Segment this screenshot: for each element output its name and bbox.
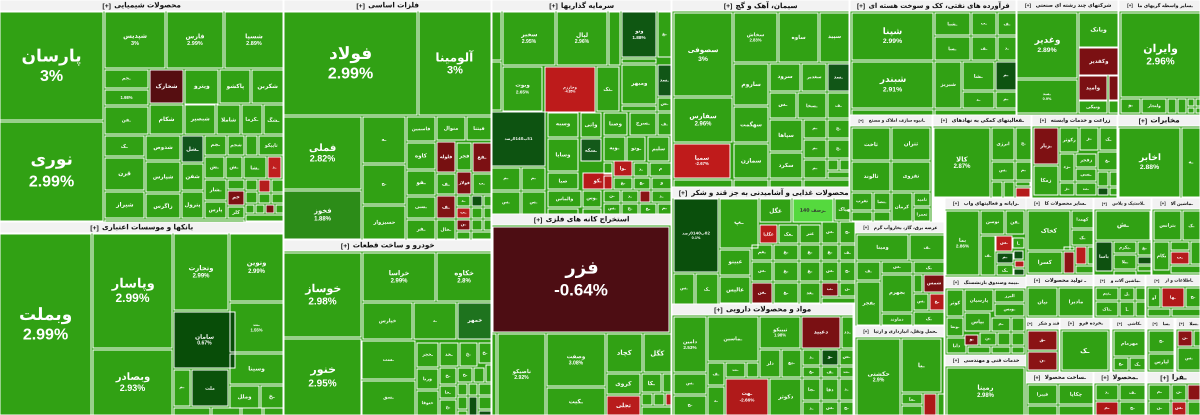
- svg-text:[+]: [+]: [90, 225, 99, 232]
- svg-text:[+]: [+]: [863, 329, 869, 334]
- svg-text:[+]: [+]: [1101, 376, 1108, 382]
- svg-text:[+]: [+]: [1154, 278, 1160, 283]
- svg-text:2.96%: 2.96%: [575, 39, 590, 45]
- svg-text:2.91%: 2.91%: [883, 86, 902, 93]
- svg-text:2.95%: 2.95%: [522, 39, 537, 45]
- svg-text:[+]: [+]: [1034, 375, 1041, 381]
- svg-text:2.65%: 2.65%: [516, 89, 530, 94]
- svg-text:[+]: [+]: [1153, 321, 1159, 326]
- svg-text:1.88%: 1.88%: [632, 35, 646, 40]
- svg-text:2.9%: 2.9%: [873, 378, 885, 384]
- svg-text:[+]: [+]: [679, 190, 687, 197]
- svg-text:2.96%: 2.96%: [1146, 56, 1174, 67]
- svg-text:[+]: [+]: [1102, 201, 1108, 206]
- svg-text:2.99%: 2.99%: [187, 41, 203, 47]
- svg-text:[+]: [+]: [549, 3, 558, 10]
- svg-text:[+]: [+]: [341, 243, 350, 250]
- svg-text:2.82%: 2.82%: [310, 153, 336, 163]
- svg-text:2.88%: 2.88%: [1140, 164, 1159, 171]
- svg-text:[+]: [+]: [941, 118, 948, 124]
- svg-text:[+]: [+]: [1027, 321, 1033, 326]
- svg-text:[+]: [+]: [953, 358, 959, 364]
- svg-text:1.55%: 1.55%: [250, 328, 262, 333]
- svg-text:2.87%: 2.87%: [954, 164, 972, 170]
- svg-text:1.98%: 1.98%: [120, 95, 132, 100]
- svg-text:2.8%: 2.8%: [457, 279, 471, 285]
- svg-text:2.99%: 2.99%: [883, 38, 902, 45]
- svg-text:2.89%: 2.89%: [246, 41, 262, 47]
- svg-text:[+]: [+]: [534, 217, 543, 224]
- svg-text:0.67%: 0.67%: [197, 341, 212, 347]
- svg-text:[+]: [+]: [102, 3, 111, 10]
- svg-text:[+]: [+]: [1179, 321, 1185, 326]
- svg-text:3%: 3%: [131, 41, 139, 47]
- svg-text:2.95%: 2.95%: [308, 378, 336, 389]
- svg-text:2.83%: 2.83%: [749, 38, 761, 43]
- svg-text:-2.67%: -2.67%: [695, 161, 709, 166]
- svg-text:3.08%: 3.08%: [569, 361, 584, 367]
- svg-text:-0.64%: -0.64%: [554, 280, 608, 299]
- svg-text:[+]: [+]: [1100, 278, 1106, 283]
- svg-text:2.93%: 2.93%: [120, 383, 146, 393]
- svg-text:0.1%: 0.1%: [692, 236, 701, 240]
- svg-text:[+]: [+]: [1025, 3, 1031, 9]
- svg-text:1.88%: 1.88%: [314, 217, 332, 223]
- svg-text:3%: 3%: [447, 65, 463, 77]
- svg-text:2.99%: 2.99%: [248, 269, 266, 275]
- svg-text:[+]: [+]: [1160, 201, 1166, 206]
- svg-text:[+]: [+]: [1117, 321, 1123, 326]
- svg-text:[+]: [+]: [859, 118, 865, 123]
- svg-text:[+]: [+]: [857, 3, 865, 10]
- svg-text:[+]: [+]: [1160, 375, 1169, 382]
- svg-text:2.98%: 2.98%: [977, 393, 995, 399]
- svg-text:[+]: [+]: [953, 201, 959, 206]
- svg-text:2.89%: 2.89%: [1037, 47, 1056, 54]
- svg-text:3%: 3%: [698, 56, 708, 63]
- svg-text:2.99%: 2.99%: [29, 173, 74, 190]
- svg-text:[+]: [+]: [1139, 118, 1148, 125]
- svg-text:[+]: [+]: [1068, 321, 1074, 326]
- svg-text:-4.85%: -4.85%: [565, 90, 576, 94]
- svg-text:2.99%: 2.99%: [23, 326, 68, 343]
- svg-text:[+]: [+]: [724, 3, 733, 10]
- svg-text:[+]: [+]: [1127, 3, 1133, 8]
- svg-text:[+]: [+]: [863, 225, 869, 230]
- svg-text:2.99%: 2.99%: [115, 291, 149, 305]
- svg-text:-2.66%: -2.66%: [740, 397, 756, 402]
- svg-text:0.9%: 0.9%: [1043, 97, 1052, 101]
- svg-text:2.86%: 2.86%: [956, 243, 970, 248]
- svg-text:[+]: [+]: [1034, 278, 1040, 284]
- svg-text:2.98%: 2.98%: [308, 296, 336, 307]
- svg-text:[+]: [+]: [356, 3, 365, 10]
- svg-text:[+]: [+]: [714, 307, 723, 314]
- svg-text:2.96%: 2.96%: [695, 122, 713, 128]
- svg-text:2.99%: 2.99%: [391, 279, 409, 285]
- svg-text:2.99%: 2.99%: [193, 274, 211, 280]
- svg-text:[+]: [+]: [1034, 201, 1040, 206]
- svg-text:2.99%: 2.99%: [328, 65, 373, 82]
- svg-text:1.98%: 1.98%: [774, 333, 786, 338]
- svg-text:[+]: [+]: [953, 280, 959, 285]
- svg-text:2.92%: 2.92%: [514, 375, 529, 381]
- svg-text:3%: 3%: [40, 68, 63, 85]
- svg-text:2.53%: 2.53%: [683, 345, 697, 350]
- svg-text:[+]: [+]: [1040, 118, 1047, 124]
